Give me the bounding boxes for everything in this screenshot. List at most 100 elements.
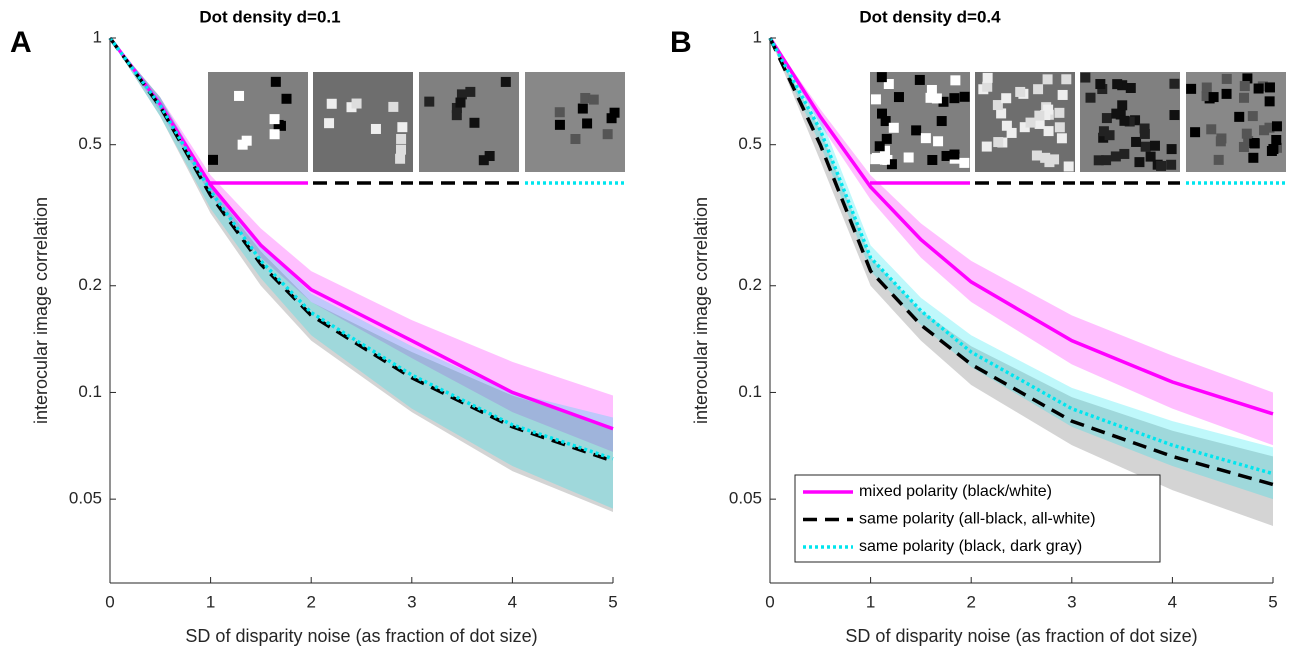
inset-dot: [554, 119, 565, 130]
inset-dot: [874, 141, 885, 152]
x-tick-label: 0: [105, 592, 114, 611]
stimulus-inset: [870, 72, 970, 185]
inset-dot: [1271, 134, 1282, 145]
inset-dot: [1248, 152, 1259, 163]
y-axis-label: interocular image correlation: [31, 197, 51, 424]
inset-dot: [275, 120, 286, 131]
inset-dot: [1104, 130, 1115, 141]
inset-dot: [1098, 132, 1109, 143]
x-tick-label: 5: [608, 592, 617, 611]
inset-dot: [269, 129, 280, 140]
inset-dot: [1043, 126, 1054, 137]
stimulus-inset: [1080, 72, 1180, 185]
inset-dot: [1054, 122, 1065, 133]
inset-dot: [1085, 92, 1096, 103]
inset-dot: [1101, 155, 1112, 166]
x-tick-label: 3: [1067, 592, 1076, 611]
inset-dot: [1221, 88, 1232, 99]
inset-dot: [1043, 104, 1054, 115]
inset-dot: [326, 98, 337, 109]
x-axis-label: SD of disparity noise (as fraction of do…: [185, 626, 537, 646]
inset-dot: [888, 122, 899, 133]
inset-dot: [1040, 110, 1051, 121]
inset-dot: [1239, 92, 1250, 103]
inset-dot: [455, 97, 466, 108]
x-axis-label: SD of disparity noise (as fraction of do…: [845, 626, 1197, 646]
inset-dot: [1034, 110, 1045, 121]
inset-dot: [914, 74, 925, 85]
inset-dot: [938, 96, 949, 107]
inset-dot: [281, 93, 292, 104]
inset-dot: [484, 151, 495, 162]
inset-dot: [1156, 160, 1167, 171]
inset-dot: [1057, 89, 1068, 100]
inset-dot: [1201, 82, 1212, 93]
inset-dot: [388, 101, 399, 112]
inset-dot: [1264, 82, 1275, 93]
inset-dot: [1019, 122, 1030, 133]
panel-label: B: [670, 26, 692, 59]
inset-dot: [1149, 140, 1160, 151]
inset-dot: [270, 76, 281, 87]
x-tick-label: 4: [1168, 592, 1177, 611]
inset-dot: [981, 141, 992, 152]
inset-dot: [1080, 72, 1091, 83]
inset-dot: [903, 152, 914, 163]
inset-dot: [1271, 121, 1282, 132]
inset-dot: [933, 136, 944, 147]
inset-dot: [893, 92, 904, 103]
inset-dot: [451, 102, 462, 113]
inset-dot: [931, 93, 942, 104]
inset-dot: [1139, 128, 1150, 139]
inset-dot: [577, 103, 588, 114]
inset-dot: [1134, 157, 1145, 168]
inset-dot: [1234, 111, 1245, 122]
inset-dot: [1093, 155, 1104, 166]
inset-dot: [346, 102, 357, 113]
confidence-band: [110, 38, 613, 512]
legend-label: mixed polarity (black/white): [859, 483, 1052, 500]
inset-dot: [1241, 128, 1252, 139]
stimulus-inset: [975, 72, 1075, 185]
inset-dot: [1006, 127, 1017, 138]
x-tick-label: 2: [966, 592, 975, 611]
inset-dot: [1166, 159, 1177, 170]
inset-dot: [1110, 151, 1121, 162]
inset-dot: [925, 92, 936, 103]
stimulus-inset: [313, 72, 413, 185]
inset-dot: [370, 123, 381, 134]
inset-dot: [1266, 145, 1277, 156]
inset-dot: [500, 76, 511, 87]
inset-dot: [1221, 73, 1232, 84]
inset-dot: [478, 155, 489, 166]
inset-dot: [1101, 113, 1112, 124]
inset-dot: [992, 100, 1003, 111]
inset-dot: [883, 79, 894, 90]
inset-dot: [1111, 108, 1122, 119]
inset-dot: [927, 154, 938, 165]
inset-dot: [1243, 136, 1254, 147]
inset-dot: [396, 144, 407, 155]
inset-dot: [580, 92, 591, 103]
inset-dot: [602, 129, 613, 140]
inset-dot: [1025, 117, 1036, 128]
inset-dot: [1190, 127, 1201, 138]
inset-dot: [395, 153, 406, 164]
confidence-band: [770, 38, 1273, 446]
inset-dot: [324, 118, 335, 129]
inset-dot: [1239, 81, 1250, 92]
inset-dot: [1169, 110, 1180, 121]
y-axis-label: interocular image correlation: [691, 197, 711, 424]
inset-dot: [1117, 100, 1128, 111]
inset-dot: [1061, 74, 1072, 85]
inset-dot: [1124, 116, 1135, 127]
inset-dot: [582, 118, 593, 129]
inset-dot: [570, 134, 581, 145]
inset-dot: [1056, 133, 1067, 144]
inset-dot: [1125, 82, 1136, 93]
inset-dot: [456, 89, 467, 100]
inset-dot: [465, 86, 476, 97]
chart-title: Dot density d=0.1: [199, 7, 340, 26]
inset-dot: [1097, 84, 1108, 95]
line-series: [768, 37, 1274, 476]
